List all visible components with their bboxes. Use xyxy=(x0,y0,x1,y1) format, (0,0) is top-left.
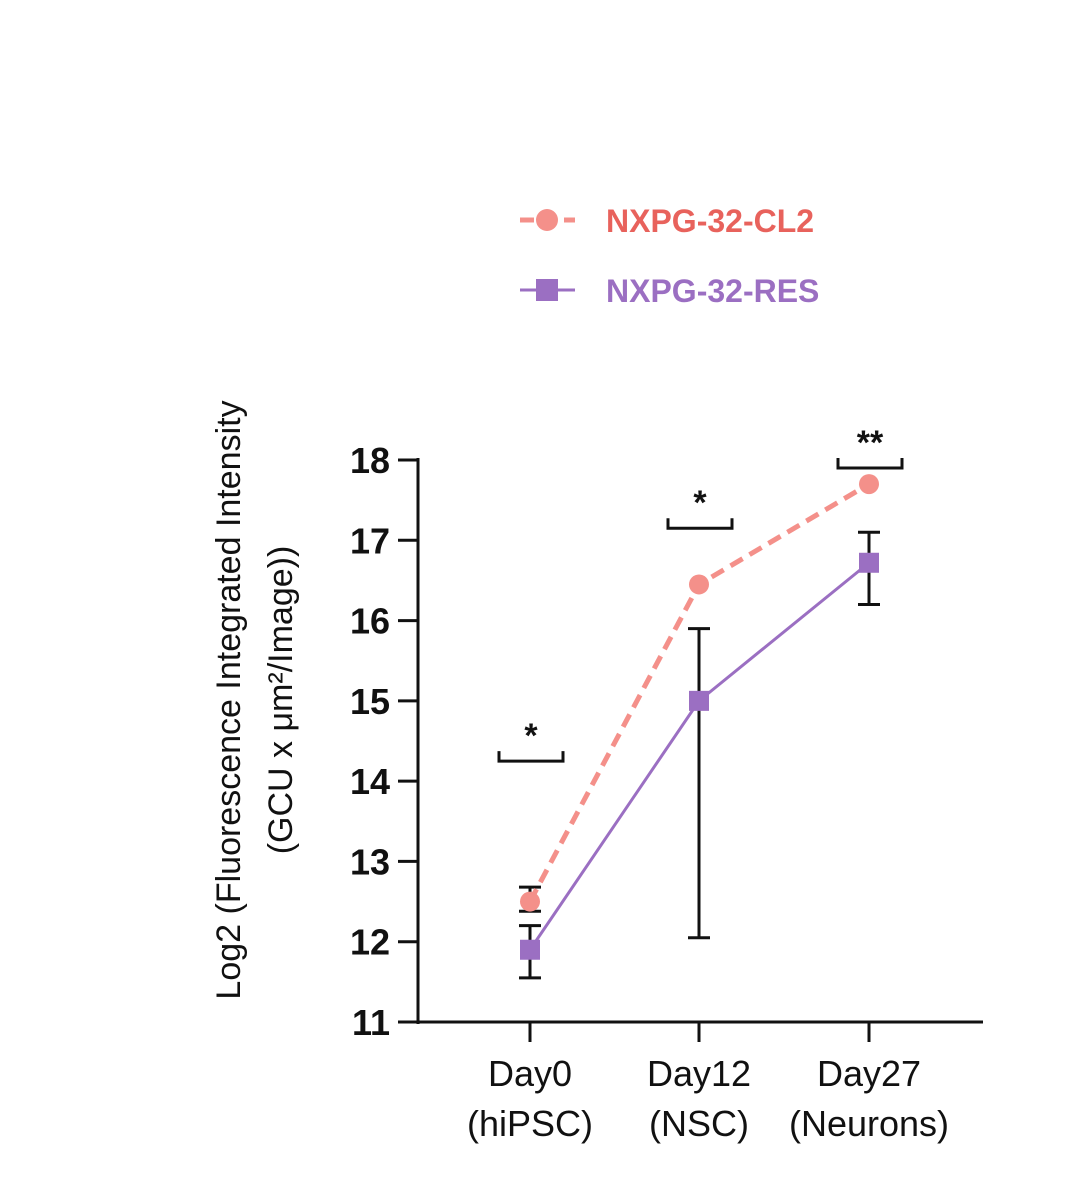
significance-label: * xyxy=(524,717,538,755)
legend-marker-res xyxy=(536,279,558,301)
legend-label-res: NXPG-32-RES xyxy=(606,273,819,309)
y-ticks: 11 12 13 14 15 16 17 18 xyxy=(350,440,418,1043)
y-tick-label: 18 xyxy=(350,440,390,481)
x-tick-sublabel: (Neurons) xyxy=(789,1103,949,1144)
data-point xyxy=(689,690,709,711)
data-point xyxy=(689,574,709,595)
significance-bracket xyxy=(666,518,734,530)
data-point xyxy=(520,939,540,960)
data-point xyxy=(859,474,879,495)
y-axis-label-line1: Log2 (Fluorescence Integrated Intensity xyxy=(210,400,248,999)
y-tick-label: 16 xyxy=(350,601,390,642)
x-tick-sublabel: (NSC) xyxy=(649,1103,749,1144)
data-point xyxy=(520,891,540,912)
data-point xyxy=(859,552,879,573)
y-tick-label: 13 xyxy=(350,841,390,882)
significance-bracket xyxy=(836,458,904,470)
y-tick-label: 14 xyxy=(350,761,390,802)
y-tick-label: 11 xyxy=(352,1002,390,1043)
significance-label: * xyxy=(693,484,707,522)
legend-item-cl2: NXPG-32-CL2 xyxy=(520,203,814,239)
legend-label-cl2: NXPG-32-CL2 xyxy=(606,203,814,239)
legend-marker-cl2 xyxy=(536,209,558,231)
x-ticks: Day0 (hiPSC) Day12 (NSC) Day27 (Neurons) xyxy=(467,1022,949,1144)
y-axis-label-line2: (GCU x μm²/Image)) xyxy=(262,546,300,855)
significance-bracket xyxy=(497,751,565,763)
legend: NXPG-32-CL2 NXPG-32-RES xyxy=(520,203,819,309)
significance-label: ** xyxy=(857,424,884,462)
series-cl2 xyxy=(519,474,879,913)
x-tick-sublabel: (hiPSC) xyxy=(467,1103,593,1144)
x-tick-label: Day12 xyxy=(647,1053,751,1094)
significance-markers: **** xyxy=(497,424,904,763)
x-tick-label: Day0 xyxy=(488,1053,572,1094)
x-tick-label: Day27 xyxy=(817,1053,921,1094)
y-tick-label: 12 xyxy=(350,922,390,963)
y-tick-label: 15 xyxy=(350,681,390,722)
y-axis-label: Log2 (Fluorescence Integrated Intensity … xyxy=(210,400,300,999)
axes xyxy=(398,458,983,1024)
legend-item-res: NXPG-32-RES xyxy=(520,273,819,309)
y-tick-label: 17 xyxy=(350,520,390,561)
series-group xyxy=(519,474,880,980)
series-res xyxy=(519,530,880,980)
